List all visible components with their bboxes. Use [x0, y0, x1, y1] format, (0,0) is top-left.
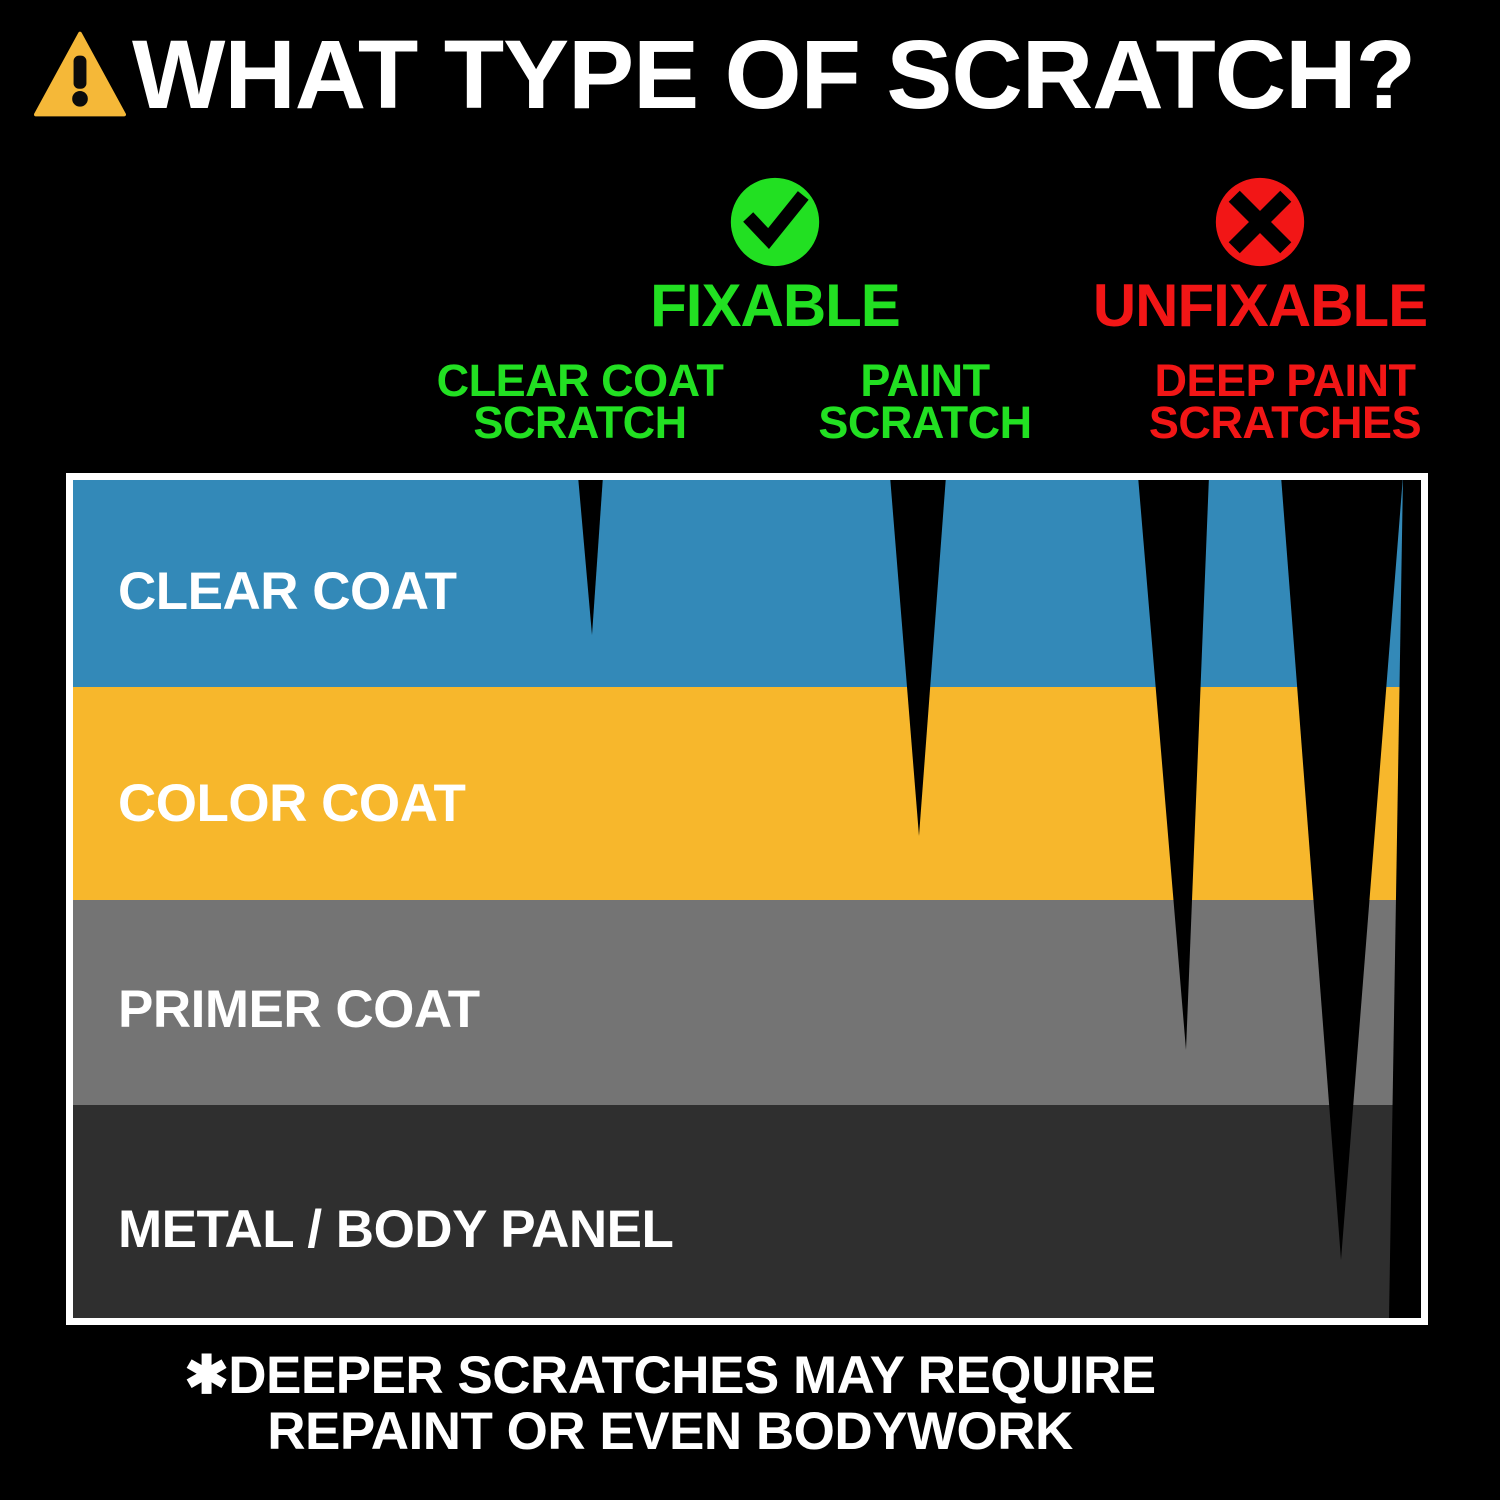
- scratch-clear-coat: [578, 480, 603, 635]
- layer-band-primer-coat: [73, 900, 1421, 1105]
- verdict-label-unfixable: UNFIXABLE: [1092, 272, 1428, 339]
- layer-band-metal-body-panel: [73, 1105, 1421, 1318]
- diagram-inner: CLEAR COAT COLOR COAT PRIMER COAT METAL …: [73, 480, 1421, 1318]
- footnote-text: ✱DEEPER SCRATCHES MAY REQUIRE REPAINT OR…: [184, 1346, 1156, 1462]
- paint-layer-diagram: CLEAR COAT COLOR COAT PRIMER COAT METAL …: [66, 473, 1428, 1325]
- layer-band-clear-coat: [73, 480, 1421, 687]
- scratch-type-label-paint: PAINT SCRATCH: [818, 355, 1032, 449]
- check-circle-icon: [730, 177, 820, 267]
- layer-cross-section-svg: [73, 480, 1421, 1318]
- page-title: WHAT TYPE OF SCRATCH?: [34, 14, 1474, 134]
- warning-triangle-icon: [34, 31, 126, 117]
- scratch-deep-2: [1281, 480, 1403, 1260]
- layer-band-color-coat: [73, 687, 1421, 900]
- scratch-type-label-deep-paint: DEEP PAINT SCRATCHES: [1148, 355, 1422, 449]
- verdict-label-fixable: FIXABLE: [650, 272, 901, 339]
- scratch-paint: [890, 480, 946, 836]
- verdict-badge-unfixable: UNFIXABLE: [1050, 176, 1470, 336]
- x-circle-icon: [1215, 177, 1305, 267]
- scratch-type-label-clear-coat: CLEAR COAT SCRATCH: [436, 355, 724, 449]
- scratch-deep-1: [1138, 480, 1209, 1050]
- verdict-badge-fixable: FIXABLE: [565, 176, 985, 336]
- scratch-deep-3: [1389, 480, 1421, 1318]
- page-title-text: WHAT TYPE OF SCRATCH?: [132, 19, 1416, 129]
